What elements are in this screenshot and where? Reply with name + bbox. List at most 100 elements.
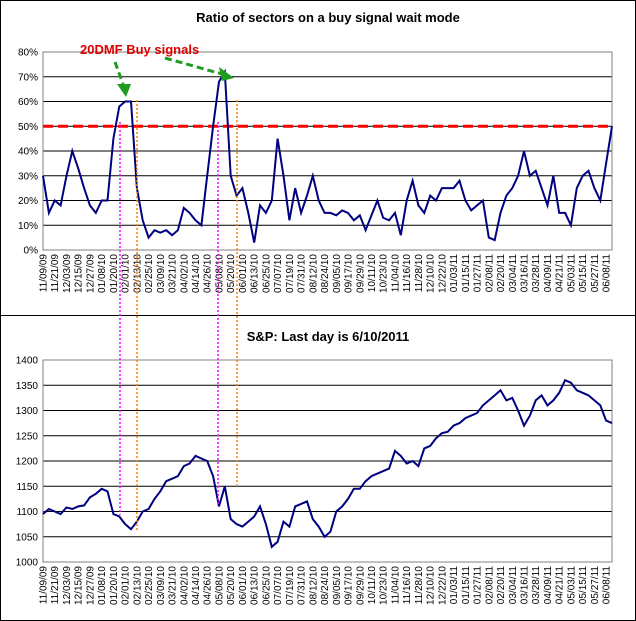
- y-tick-label: 1150: [16, 482, 38, 493]
- x-tick-label: 09/29/10: [355, 254, 366, 293]
- x-tick-label: 04/14/10: [191, 566, 202, 605]
- y-tick-label: 10%: [18, 221, 38, 232]
- x-tick-label: 12/03/09: [62, 566, 73, 605]
- x-tick-label: 09/29/10: [355, 566, 366, 605]
- x-tick-label: 03/04/11: [508, 566, 519, 605]
- x-tick-label: 07/07/10: [273, 254, 284, 293]
- annotation-arrows: [113, 56, 223, 85]
- y-tick-label: 1250: [16, 431, 39, 442]
- x-tick-label: 12/22/10: [437, 254, 448, 293]
- y-tick-label: 40%: [18, 147, 38, 158]
- x-tick-label: 02/25/10: [144, 254, 155, 293]
- x-tick-label: 06/25/10: [261, 254, 272, 293]
- x-tick-label: 06/01/10: [238, 254, 249, 293]
- x-tick-label: 01/15/11: [461, 566, 472, 605]
- x-tick-label: 06/08/11: [602, 254, 613, 293]
- x-tick-label: 03/21/10: [168, 254, 179, 293]
- x-tick-label: 04/09/11: [543, 566, 554, 605]
- x-tick-label: 04/14/10: [191, 254, 202, 293]
- annotation: 20DMF Buy signals: [80, 42, 199, 57]
- y-tick-label: 0%: [24, 246, 39, 257]
- x-tick-label: 01/08/10: [97, 566, 108, 605]
- x-tick-label: 11/28/10: [414, 566, 425, 605]
- x-tick-label: 11/04/10: [390, 254, 401, 293]
- y-tick-label: 1200: [16, 457, 39, 468]
- x-tick-label: 12/10/10: [426, 566, 437, 605]
- x-tick-label: 12/27/09: [85, 254, 96, 293]
- x-tick-label: 02/20/11: [496, 566, 507, 605]
- x-tick-label: 02/13/10: [132, 566, 143, 605]
- arrow-head: [117, 84, 131, 97]
- chart-title: Ratio of sectors on a buy signal wait mo…: [196, 10, 460, 25]
- x-tick-label: 05/27/11: [590, 566, 601, 605]
- x-tick-label: 04/26/10: [203, 254, 214, 293]
- x-tick-label: 10/23/10: [379, 566, 390, 605]
- x-tick-label: 04/21/11: [555, 566, 566, 605]
- x-tick-label: 03/28/11: [531, 566, 542, 605]
- x-tick-label: 11/21/09: [50, 254, 61, 293]
- y-tick-label: 1050: [16, 532, 39, 543]
- x-tick-label: 05/03/11: [566, 254, 577, 293]
- x-tick-label: 11/09/09: [39, 566, 50, 605]
- x-tick-label: 07/31/10: [297, 566, 308, 605]
- x-tick-label: 05/20/10: [226, 566, 237, 605]
- x-tick-label: 04/26/10: [203, 566, 214, 605]
- x-tick-label: 04/09/11: [543, 254, 554, 293]
- x-tick-label: 03/09/10: [156, 254, 167, 293]
- y-tick-label: 1100: [16, 507, 38, 518]
- x-tick-label: 03/16/11: [520, 254, 531, 293]
- x-tick-label: 02/01/10: [121, 566, 132, 605]
- y-tick-label: 1000: [16, 558, 39, 569]
- y-tick-label: 70%: [18, 72, 38, 83]
- x-tick-label: 06/25/10: [261, 566, 272, 605]
- x-tick-label: 01/03/11: [449, 254, 460, 293]
- x-tick-label: 09/17/10: [344, 566, 355, 605]
- x-tick-label: 05/08/10: [214, 566, 225, 605]
- x-tick-label: 06/01/10: [238, 566, 249, 605]
- x-tick-label: 01/03/11: [449, 566, 460, 605]
- x-tick-label: 01/27/11: [473, 254, 484, 293]
- x-tick-label: 07/07/10: [273, 566, 284, 605]
- x-tick-label: 12/15/09: [74, 254, 85, 293]
- x-tick-label: 09/05/10: [332, 566, 343, 605]
- x-tick-label: 02/13/10: [132, 254, 143, 293]
- y-tick-label: 60%: [18, 97, 38, 108]
- arrow-head: [219, 67, 234, 81]
- x-tick-label: 01/27/11: [473, 566, 484, 605]
- x-tick-label: 01/20/10: [109, 254, 120, 293]
- x-tick-label: 07/31/10: [297, 254, 308, 293]
- y-tick-label: 30%: [18, 171, 38, 182]
- x-tick-label: 10/11/10: [367, 254, 378, 293]
- x-tick-label: 06/13/10: [250, 566, 261, 605]
- x-tick-label: 02/20/11: [496, 254, 507, 293]
- x-tick-label: 11/21/09: [50, 566, 61, 605]
- x-tick-label: 06/08/11: [602, 566, 613, 605]
- x-tick-label: 12/10/10: [426, 254, 437, 293]
- line-series: [42, 68, 613, 243]
- x-tick-label: 03/21/10: [168, 566, 179, 605]
- x-tick-label: 03/16/11: [520, 566, 531, 605]
- y-tick-label: 50%: [18, 122, 38, 133]
- y-tick-label: 80%: [18, 48, 38, 59]
- x-tick-label: 05/27/11: [590, 254, 601, 293]
- y-tick-label: 1400: [16, 356, 39, 367]
- x-tick-label: 08/12/10: [308, 566, 319, 605]
- x-tick-label: 08/24/10: [320, 254, 331, 293]
- x-tick-label: 05/08/10: [214, 254, 225, 293]
- x-tick-label: 12/27/09: [85, 566, 96, 605]
- x-tick-label: 03/28/11: [531, 254, 542, 293]
- x-tick-label: 09/17/10: [344, 254, 355, 293]
- x-tick-label: 02/25/10: [144, 566, 155, 605]
- signal-lines: [119, 100, 238, 530]
- x-tick-label: 03/09/10: [156, 566, 167, 605]
- x-tick-label: 05/03/11: [566, 566, 577, 605]
- x-tick-label: 04/21/11: [555, 254, 566, 293]
- chart-title: S&P: Last day is 6/10/2011: [247, 329, 410, 344]
- x-tick-label: 12/22/10: [437, 566, 448, 605]
- x-tick-label: 01/15/11: [461, 254, 472, 293]
- plot-area: [42, 51, 613, 251]
- x-tick-label: 02/08/11: [484, 254, 495, 293]
- x-tick-label: 12/15/09: [74, 566, 85, 605]
- x-tick-label: 02/08/11: [484, 566, 495, 605]
- x-tick-label: 01/20/10: [109, 566, 120, 605]
